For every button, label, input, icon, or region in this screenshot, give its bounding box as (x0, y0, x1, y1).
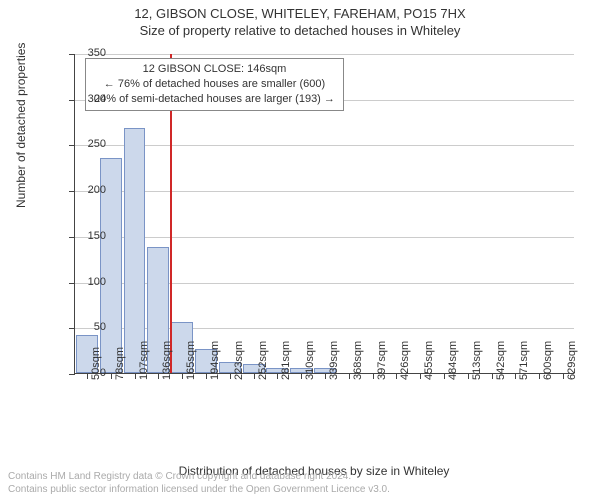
x-tick (230, 373, 231, 379)
y-tick-label: 0 (66, 367, 106, 379)
x-tick-label: 368sqm (352, 341, 364, 380)
y-axis-title: Number of detached properties (14, 43, 28, 208)
footer: Contains HM Land Registry data © Crown c… (8, 470, 390, 496)
plot-area: 12 GIBSON CLOSE: 146sqm ← 76% of detache… (74, 54, 574, 374)
y-tick-label: 250 (66, 138, 106, 150)
x-tick (468, 373, 469, 379)
x-tick (182, 373, 183, 379)
x-tick (135, 373, 136, 379)
x-tick (254, 373, 255, 379)
x-tick-label: 455sqm (423, 341, 435, 380)
x-tick-label: 426sqm (399, 341, 411, 380)
y-tick-label: 100 (66, 276, 106, 288)
x-tick-label: 397sqm (376, 341, 388, 380)
x-tick (515, 373, 516, 379)
x-tick-label: 310sqm (304, 341, 316, 380)
gridline (75, 237, 574, 238)
x-tick-label: 542sqm (495, 341, 507, 380)
x-tick (206, 373, 207, 379)
x-tick (301, 373, 302, 379)
x-tick (396, 373, 397, 379)
x-tick (277, 373, 278, 379)
x-tick (373, 373, 374, 379)
x-tick-label: 107sqm (138, 341, 150, 380)
annotation-line3: 24% of semi-detached houses are larger (… (94, 92, 335, 107)
x-tick-label: 339sqm (328, 341, 340, 380)
x-tick-label: 281sqm (280, 341, 292, 380)
footer-line2: Contains public sector information licen… (8, 483, 390, 496)
gridline (75, 191, 574, 192)
x-tick-label: 600sqm (542, 341, 554, 380)
x-tick-label: 484sqm (447, 341, 459, 380)
x-tick-label: 571sqm (518, 341, 530, 380)
y-tick-label: 50 (66, 321, 106, 333)
x-tick-label: 136sqm (161, 341, 173, 380)
y-tick-label: 150 (66, 230, 106, 242)
x-tick-label: 629sqm (566, 341, 578, 380)
x-tick-label: 252sqm (257, 341, 269, 380)
gridline (75, 54, 574, 55)
x-tick-label: 165sqm (185, 341, 197, 380)
page-subtitle: Size of property relative to detached ho… (0, 23, 600, 40)
annotation-line2: ← 76% of detached houses are smaller (60… (94, 77, 335, 92)
footer-line1: Contains HM Land Registry data © Crown c… (8, 470, 390, 483)
y-tick-label: 350 (66, 47, 106, 59)
y-tick-label: 200 (66, 184, 106, 196)
bar (124, 128, 146, 373)
x-tick (492, 373, 493, 379)
annotation-line1: 12 GIBSON CLOSE: 146sqm (94, 62, 335, 77)
x-tick-label: 78sqm (114, 347, 126, 380)
x-tick-label: 223sqm (233, 341, 245, 380)
x-tick (539, 373, 540, 379)
page-title: 12, GIBSON CLOSE, WHITELEY, FAREHAM, PO1… (0, 6, 600, 23)
x-tick (563, 373, 564, 379)
gridline (75, 145, 574, 146)
x-tick (349, 373, 350, 379)
annotation-box: 12 GIBSON CLOSE: 146sqm ← 76% of detache… (85, 58, 344, 111)
x-tick (325, 373, 326, 379)
x-tick (158, 373, 159, 379)
x-tick-label: 513sqm (471, 341, 483, 380)
x-tick (111, 373, 112, 379)
x-tick (420, 373, 421, 379)
x-tick (444, 373, 445, 379)
y-tick-label: 300 (66, 93, 106, 105)
x-tick-label: 194sqm (209, 341, 221, 380)
chart: 12 GIBSON CLOSE: 146sqm ← 76% of detache… (44, 48, 584, 418)
